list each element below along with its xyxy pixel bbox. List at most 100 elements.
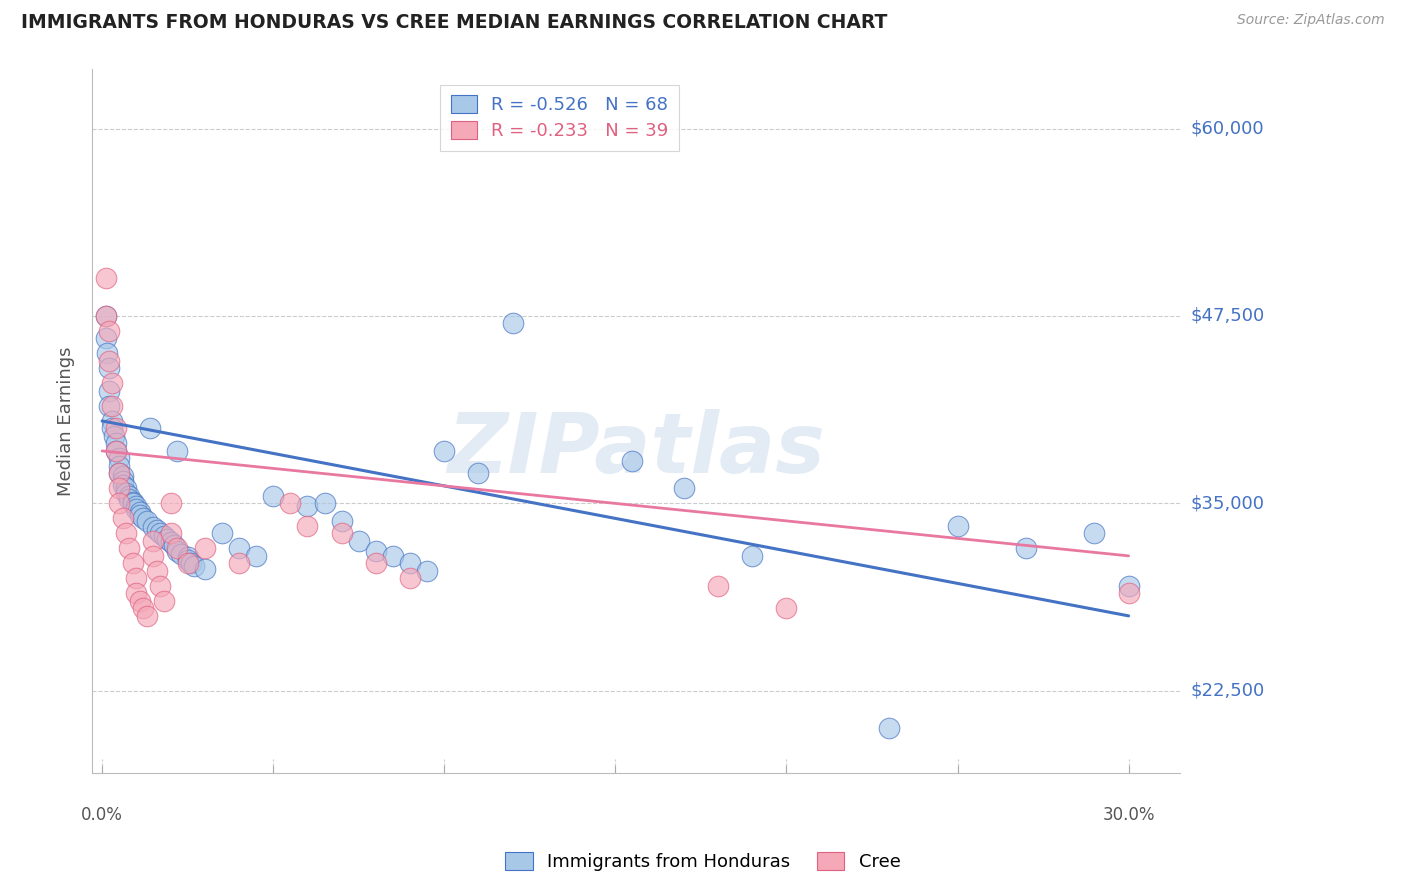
Point [142,533,165,548]
Point [775,601,797,615]
Point [97,361,120,376]
Point [194,562,217,576]
Point [108,467,131,481]
Point [132,511,155,525]
Point [125,500,148,514]
Point [163,538,186,552]
Text: $22,500: $22,500 [1191,681,1264,700]
Point [330,515,353,529]
Point [128,594,150,608]
Point [132,601,155,615]
Point [364,557,387,571]
Point [433,444,456,458]
Point [108,496,131,510]
Point [97,399,120,413]
Point [211,526,233,541]
Point [104,444,127,458]
Point [122,495,145,509]
Point [228,541,250,556]
Point [111,511,134,525]
Point [101,399,124,413]
Text: 0.0%: 0.0% [82,806,124,824]
Point [125,586,148,600]
Point [97,384,120,398]
Point [176,553,198,567]
Point [115,526,138,541]
Point [139,421,162,435]
Point [103,429,125,443]
Text: $47,500: $47,500 [1191,307,1264,325]
Point [118,541,141,556]
Point [707,579,730,593]
Point [399,571,422,585]
Text: ZIPatlas: ZIPatlas [447,409,825,490]
Point [104,436,127,450]
Point [125,502,148,516]
Point [1083,526,1105,541]
Point [159,535,181,549]
Point [115,482,138,496]
Text: $35,000: $35,000 [1191,494,1264,512]
Point [166,544,188,558]
Point [135,608,157,623]
Point [122,496,145,510]
Point [96,346,118,360]
Point [262,489,284,503]
Point [101,376,124,391]
Legend: R = -0.526   N = 68, R = -0.233   N = 39: R = -0.526 N = 68, R = -0.233 N = 39 [440,85,679,151]
Point [94,309,117,323]
Point [128,508,150,523]
Point [118,491,141,506]
Point [347,533,370,548]
Point [94,309,117,323]
Point [111,478,134,492]
Point [101,414,124,428]
Point [467,467,489,481]
Point [122,557,145,571]
Point [135,515,157,529]
Point [111,469,134,483]
Point [621,454,644,468]
Point [672,482,695,496]
Point [108,482,131,496]
Point [152,594,174,608]
Point [381,549,404,563]
Point [228,557,250,571]
Point [152,529,174,543]
Point [149,579,172,593]
Point [108,458,131,473]
Point [330,526,353,541]
Point [180,557,202,571]
Point [877,722,900,736]
Point [104,421,127,435]
Point [142,520,165,534]
Point [108,451,131,466]
Point [166,541,188,556]
Y-axis label: Median Earnings: Median Earnings [58,346,75,496]
Point [142,549,165,563]
Point [166,444,188,458]
Point [416,564,439,578]
Point [146,564,169,578]
Point [97,354,120,368]
Point [176,557,198,571]
Point [108,467,131,481]
Point [194,541,217,556]
Point [94,331,117,345]
Point [170,548,193,562]
Point [278,496,301,510]
Point [314,496,336,510]
Point [128,505,150,519]
Point [159,496,181,510]
Point [183,559,205,574]
Point [741,549,763,563]
Point [118,489,141,503]
Point [97,324,120,338]
Point [1015,541,1038,556]
Point [125,571,148,585]
Point [1118,579,1140,593]
Point [146,524,169,538]
Point [946,519,969,533]
Point [297,519,319,533]
Point [111,474,134,488]
